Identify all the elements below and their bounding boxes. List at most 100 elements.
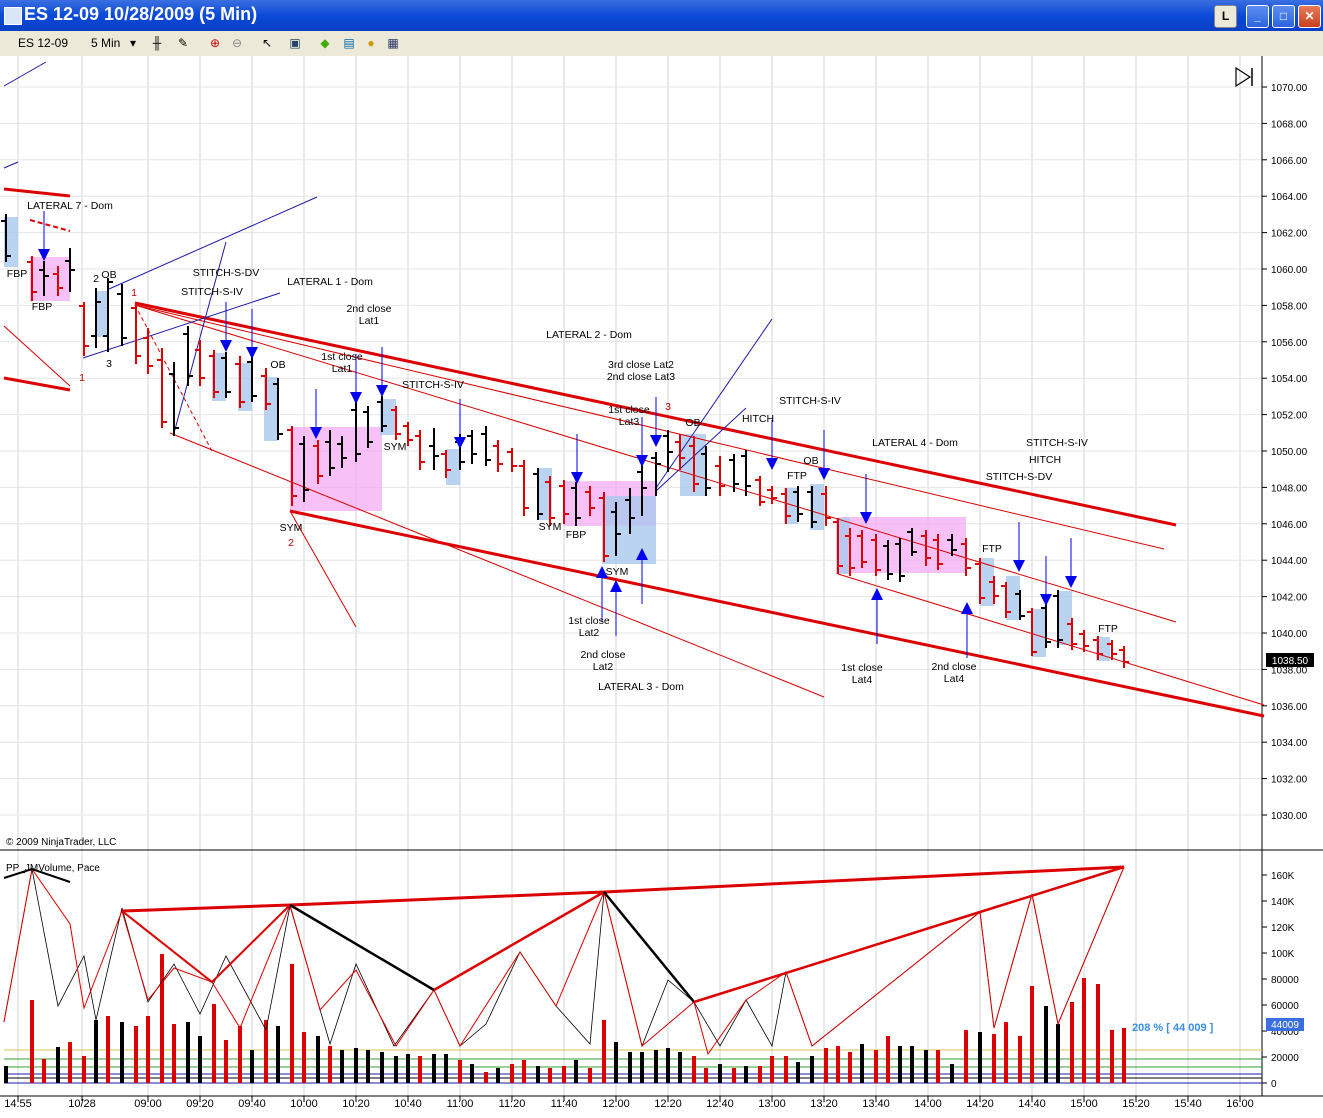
chart-toolbar: ES 12-09 5 Min ▾ ╫ ✎ ⊕ ⊖ ↖ ▣ ◆ ▤ ● ▦ xyxy=(0,31,1323,57)
volume-bar xyxy=(198,1036,202,1083)
volume-bar xyxy=(770,1056,774,1083)
scroll-to-end-icon[interactable] xyxy=(1235,66,1253,88)
volume-bar xyxy=(302,1032,306,1083)
volume-bar xyxy=(458,1060,462,1083)
properties-icon[interactable]: ▣ xyxy=(289,36,301,50)
price-bars[interactable] xyxy=(1,214,1129,668)
price-axis: 1070.00 1068.00 1066.00 1064.00 1062.00 1060.… xyxy=(1262,83,1308,822)
annotation-label: 1 xyxy=(131,287,137,299)
annotation-label: 1st close xyxy=(568,615,610,627)
volume-bar xyxy=(212,1004,216,1083)
time-tick-label: 15:40 xyxy=(1174,1098,1202,1110)
time-tick-label: 10:40 xyxy=(394,1098,422,1110)
volume-bar xyxy=(496,1068,500,1083)
price-tick-label: 1046.00 xyxy=(1271,520,1308,531)
volume-trend-lines[interactable] xyxy=(3,865,1125,1004)
time-tick-label: 14:40 xyxy=(1018,1098,1046,1110)
annotation-label: OB xyxy=(101,269,116,281)
time-tick-label: 09:20 xyxy=(186,1098,214,1110)
layout-button[interactable]: L xyxy=(1214,5,1237,28)
coin-icon[interactable]: ● xyxy=(367,36,375,50)
interval-selector[interactable]: 5 Min xyxy=(91,36,121,50)
volume-bar xyxy=(444,1054,448,1083)
close-button[interactable]: ✕ xyxy=(1298,5,1321,28)
pink-zone xyxy=(838,517,966,573)
minimize-button[interactable]: _ xyxy=(1246,5,1269,28)
pointer-icon[interactable]: ↖ xyxy=(261,36,273,50)
price-tick-label: 1058.00 xyxy=(1271,301,1308,312)
volume-bar xyxy=(418,1056,422,1083)
price-tick-label: 1066.00 xyxy=(1271,156,1308,167)
indicator-icon[interactable]: ▤ xyxy=(343,36,355,50)
annotation-label: 2nd close xyxy=(581,649,626,661)
volume-tick-label: 140K xyxy=(1271,897,1295,908)
volume-axis: 160K 140K 120K 100K 80000 60000 40000 20000 0 xyxy=(1262,871,1299,1090)
pace-line-red xyxy=(3,866,1125,1056)
volume-pace-label: 208 % [ 44 009 ] xyxy=(1132,1022,1214,1034)
chart-area[interactable]: 1070.00 1068.00 1066.00 1064.00 1062.00 1060.… xyxy=(0,56,1323,1118)
time-tick-label: 12:40 xyxy=(706,1098,734,1110)
volume-bar xyxy=(340,1050,344,1083)
volume-bar xyxy=(978,1032,982,1083)
annotation-label: FBP xyxy=(32,301,52,313)
volume-bar xyxy=(536,1066,540,1083)
annotation-label: Lat4 xyxy=(852,674,873,686)
volume-bar xyxy=(874,1050,878,1083)
time-tick-label: 16:00 xyxy=(1226,1098,1254,1110)
annotation-label: Lat2 xyxy=(593,661,614,673)
zoom-in-icon[interactable]: ⊕ xyxy=(209,36,221,50)
volume-bar xyxy=(758,1066,762,1083)
copyright-text: © 2009 NinjaTrader, LLC xyxy=(6,837,116,848)
volume-bar xyxy=(484,1072,488,1083)
annotation-label: FTP xyxy=(1098,623,1118,635)
volume-bar xyxy=(250,1050,254,1083)
price-tick-label: 1042.00 xyxy=(1271,593,1308,604)
volume-bar xyxy=(628,1052,632,1083)
volume-bar xyxy=(964,1030,968,1083)
interval-dropdown-icon[interactable]: ▾ xyxy=(129,36,137,50)
volume-bar xyxy=(134,1026,138,1083)
volume-bar xyxy=(836,1046,840,1083)
annotation-label: STITCH-S-DV xyxy=(193,267,260,279)
volume-bar xyxy=(992,1034,996,1083)
volume-bar xyxy=(562,1066,566,1083)
price-tick-label: 1030.00 xyxy=(1271,811,1308,822)
zoom-out-icon[interactable]: ⊖ xyxy=(231,36,243,50)
annotation-label: FTP xyxy=(787,470,807,482)
strategy-icon[interactable]: ◆ xyxy=(320,36,330,50)
title-bar: ES 12-09 10/28/2009 (5 Min) L _ □ ✕ xyxy=(0,0,1323,31)
volume-bar xyxy=(186,1022,190,1083)
volume-value-badge xyxy=(1266,1018,1304,1031)
data-box-icon[interactable]: ▦ xyxy=(387,36,399,50)
volume-tick-label: 60000 xyxy=(1271,1001,1299,1012)
annotation-label: LATERAL 4 - Dom xyxy=(872,437,958,449)
annotation-label: OB xyxy=(803,455,818,467)
annotation-label: Lat2 xyxy=(579,627,600,639)
volume-bar xyxy=(224,1040,228,1083)
annotation-label: SYM xyxy=(280,522,303,534)
time-tick-label: 11:20 xyxy=(499,1098,526,1110)
drawing-tool-icon[interactable]: ✎ xyxy=(177,36,189,50)
volume-tick-label: 160K xyxy=(1271,871,1295,882)
bar-type-icon[interactable]: ╫ xyxy=(152,36,162,50)
current-price-value: 1038.50 xyxy=(1272,656,1309,667)
volume-bar xyxy=(1070,1002,1074,1083)
annotation-label: LATERAL 1 - Dom xyxy=(287,276,373,288)
volume-bar xyxy=(704,1068,708,1083)
volume-bar xyxy=(824,1048,828,1083)
volume-bars[interactable] xyxy=(4,954,1126,1083)
volume-bar xyxy=(732,1068,736,1083)
volume-bar xyxy=(354,1048,358,1083)
time-tick-label: 11:40 xyxy=(551,1098,578,1110)
annotation-label: Lat1 xyxy=(359,315,380,327)
instrument-selector[interactable]: ES 12-09 xyxy=(18,36,69,50)
volume-bar xyxy=(366,1050,370,1083)
maximize-button[interactable]: □ xyxy=(1272,5,1295,28)
price-tick-label: 1062.00 xyxy=(1271,229,1308,240)
volume-tick-label: 0 xyxy=(1271,1079,1277,1090)
volume-bar xyxy=(666,1048,670,1083)
annotation-label: OB xyxy=(685,417,700,429)
annotation-label: SYM xyxy=(539,521,562,533)
volume-bar xyxy=(910,1046,914,1083)
annotation-label: SYM xyxy=(384,441,407,453)
